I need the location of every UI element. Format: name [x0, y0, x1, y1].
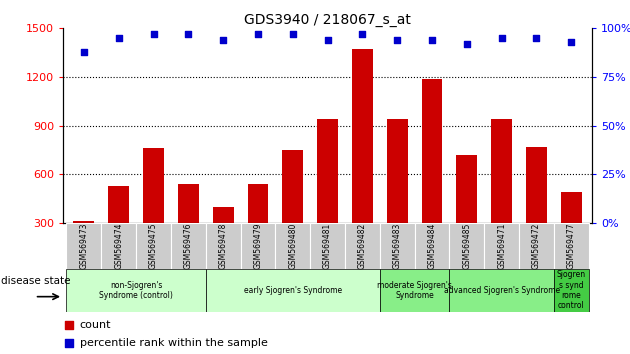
Bar	[456, 155, 478, 223]
Text: GSM569472: GSM569472	[532, 223, 541, 269]
Bar	[449, 269, 554, 312]
Bar	[213, 207, 234, 223]
Bar	[526, 147, 547, 223]
Bar	[282, 150, 303, 223]
Text: GSM569476: GSM569476	[184, 223, 193, 269]
Point	[183, 31, 193, 37]
Bar	[310, 223, 345, 269]
Bar	[248, 184, 268, 223]
Text: count: count	[79, 320, 111, 330]
Title: GDS3940 / 218067_s_at: GDS3940 / 218067_s_at	[244, 13, 411, 27]
Point	[253, 31, 263, 37]
Bar	[136, 223, 171, 269]
Bar	[352, 50, 373, 223]
Text: GSM569481: GSM569481	[323, 223, 332, 269]
Bar	[241, 223, 275, 269]
Point	[532, 35, 542, 41]
Bar	[415, 223, 449, 269]
Text: GSM569473: GSM569473	[79, 223, 88, 269]
Text: percentile rank within the sample: percentile rank within the sample	[79, 338, 268, 348]
Bar	[67, 223, 101, 269]
Bar	[345, 223, 380, 269]
Bar	[171, 223, 206, 269]
Bar	[206, 269, 380, 312]
Bar	[178, 184, 199, 223]
Bar	[491, 119, 512, 223]
Bar	[317, 119, 338, 223]
Point	[496, 35, 507, 41]
Text: GSM569484: GSM569484	[428, 223, 437, 269]
Point	[218, 37, 228, 43]
Text: GSM569478: GSM569478	[219, 223, 227, 269]
Point	[149, 31, 159, 37]
Text: GSM569477: GSM569477	[567, 223, 576, 269]
Text: GSM569482: GSM569482	[358, 223, 367, 269]
Point	[79, 49, 89, 55]
Text: moderate Sjogren's
Syndrome: moderate Sjogren's Syndrome	[377, 281, 452, 300]
Point	[113, 35, 123, 41]
Point	[288, 31, 298, 37]
Bar	[275, 223, 310, 269]
Bar	[449, 223, 484, 269]
Point	[566, 39, 576, 45]
Point	[64, 340, 74, 346]
Bar	[380, 269, 449, 312]
Bar	[484, 223, 519, 269]
Text: GSM569475: GSM569475	[149, 223, 158, 269]
Bar	[554, 269, 588, 312]
Point	[64, 322, 74, 328]
Text: early Sjogren's Syndrome: early Sjogren's Syndrome	[244, 286, 342, 295]
Bar	[519, 223, 554, 269]
Point	[427, 37, 437, 43]
Text: GSM569480: GSM569480	[289, 223, 297, 269]
Text: disease state: disease state	[1, 276, 71, 286]
Bar	[554, 223, 588, 269]
Text: GSM569479: GSM569479	[253, 223, 263, 269]
Text: GSM569471: GSM569471	[497, 223, 506, 269]
Text: Sjogren
s synd
rome
control: Sjogren s synd rome control	[557, 270, 586, 310]
Point	[462, 41, 472, 47]
Point	[357, 31, 367, 37]
Text: advanced Sjogren's Syndrome: advanced Sjogren's Syndrome	[444, 286, 559, 295]
Bar	[421, 79, 442, 223]
Text: non-Sjogren's
Syndrome (control): non-Sjogren's Syndrome (control)	[99, 281, 173, 300]
Bar	[561, 192, 581, 223]
Bar	[67, 269, 206, 312]
Point	[392, 37, 403, 43]
Bar	[143, 148, 164, 223]
Bar	[101, 223, 136, 269]
Bar	[387, 119, 408, 223]
Text: GSM569483: GSM569483	[392, 223, 402, 269]
Text: GSM569474: GSM569474	[114, 223, 123, 269]
Bar	[108, 186, 129, 223]
Text: GSM569485: GSM569485	[462, 223, 471, 269]
Point	[323, 37, 333, 43]
Bar	[74, 221, 94, 223]
Bar	[380, 223, 415, 269]
Bar	[206, 223, 241, 269]
